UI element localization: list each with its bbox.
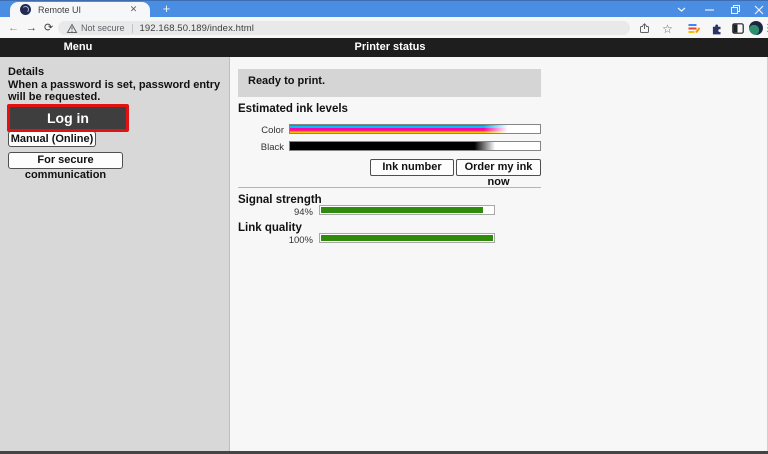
menu-header-label[interactable]: Menu [63, 41, 93, 53]
window-restore-button[interactable] [726, 4, 744, 15]
black-ink-label: Black [260, 142, 284, 153]
link-quality-value: 100% [288, 235, 313, 246]
window-chevron-icon[interactable] [672, 4, 690, 15]
url-text[interactable]: 192.168.50.189/index.html [139, 22, 255, 34]
color-ink-fill [290, 125, 510, 133]
link-quality-bar [319, 233, 495, 243]
printer-status-message: Ready to print. [248, 75, 326, 87]
back-button[interactable]: ← [8, 22, 19, 34]
browser-menu-icon[interactable]: ⋮ [763, 23, 768, 34]
window-minimize-button[interactable] [700, 4, 718, 15]
black-ink-bar [289, 141, 541, 151]
signal-strength-bar [319, 205, 495, 215]
password-note: When a password is set, password entry w… [8, 79, 221, 103]
window-close-button[interactable] [750, 4, 768, 15]
link-quality-fill [321, 235, 493, 241]
not-secure-label[interactable]: Not secure [81, 23, 125, 33]
details-heading: Details [8, 66, 45, 78]
profile-avatar[interactable] [749, 21, 763, 35]
not-secure-warning-icon [66, 22, 78, 33]
browser-titlebar: Remote UI ✕ + [0, 0, 768, 18]
link-quality-heading: Link quality [238, 222, 302, 234]
omnibox-divider [131, 23, 133, 33]
new-tab-button[interactable]: + [162, 1, 171, 16]
manual-online-button[interactable]: Manual (Online) [8, 131, 96, 147]
ink-levels-heading: Estimated ink levels [238, 103, 348, 115]
share-icon[interactable] [637, 21, 652, 36]
page-header: Menu Printer status [0, 38, 768, 57]
page-title: Printer status [354, 41, 426, 53]
address-bar[interactable]: Not secure 192.168.50.189/index.html [58, 21, 630, 35]
bookmark-star-icon[interactable]: ☆ [662, 21, 673, 36]
black-ink-fill [290, 142, 495, 150]
log-in-button[interactable]: Log in [7, 104, 129, 132]
order-my-ink-now-button[interactable]: Order my ink now [456, 159, 541, 188]
signal-strength-value: 94% [293, 207, 313, 218]
browser-tab[interactable] [10, 2, 150, 18]
ink-number-button[interactable]: Ink number [370, 159, 454, 176]
remote-ui-favicon-icon [20, 4, 31, 15]
printer-status-box: Ready to print. [238, 69, 541, 97]
notes-extension-icon[interactable] [686, 21, 701, 36]
puzzle-extension-icon[interactable] [709, 21, 724, 36]
color-ink-bar [289, 124, 541, 134]
color-ink-label: Color [261, 125, 284, 136]
sidebar: Details When a password is set, password… [0, 57, 230, 451]
reload-button[interactable]: ⟳ [44, 22, 54, 34]
signal-strength-fill [321, 207, 483, 213]
side-panel-icon[interactable] [730, 21, 745, 36]
window-bottom-edge [0, 451, 768, 454]
signal-strength-heading: Signal strength [238, 194, 322, 206]
tab-close-icon[interactable]: ✕ [129, 4, 138, 14]
printer-status-panel: Ready to print. Estimated ink levels Col… [230, 57, 768, 451]
tab-title: Remote UI [38, 5, 82, 15]
forward-button[interactable]: → [26, 22, 37, 34]
section-divider [238, 187, 541, 188]
secure-communication-button[interactable]: For secure communication [8, 152, 123, 181]
